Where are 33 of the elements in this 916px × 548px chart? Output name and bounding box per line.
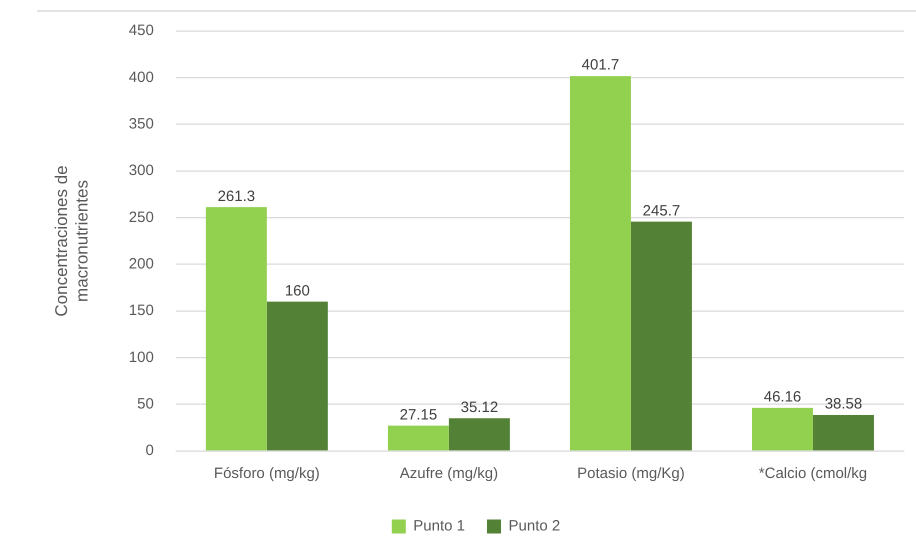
y-tick-label: 150	[128, 302, 154, 320]
x-tick-label: *Calcio (cmol/kg	[758, 465, 868, 482]
bar	[206, 207, 267, 450]
y-tick-label: 450	[128, 22, 154, 40]
data-label: 245.7	[642, 202, 680, 220]
bar	[388, 426, 449, 450]
y-tick-label: 300	[128, 162, 154, 180]
data-label: 261.3	[218, 188, 256, 205]
bar	[752, 408, 813, 450]
data-label: 46.16	[764, 388, 802, 406]
y-tick-label: 0	[145, 442, 154, 460]
y-tick-label: 250	[128, 208, 154, 226]
data-label: 27.15	[400, 406, 438, 424]
x-tick-label: Azufre (mg/kg)	[400, 465, 498, 482]
data-label: 160	[284, 282, 310, 300]
y-tick-label: 100	[128, 348, 154, 366]
y-tick-label: 50	[137, 395, 154, 412]
y-axis-title: Concentraciones de macronutrientes	[52, 165, 92, 317]
data-label: 38.58	[824, 396, 862, 413]
bar	[448, 418, 510, 450]
legend-label: Punto 2	[508, 518, 560, 535]
bar	[266, 302, 328, 450]
bar	[570, 76, 631, 450]
data-label: 401.7	[582, 56, 620, 74]
y-tick-label: 400	[128, 68, 154, 86]
legend-label: Punto 1	[413, 518, 466, 535]
data-label: 35.12	[460, 398, 498, 416]
x-tick-label: Fósforo (mg/kg)	[214, 465, 320, 482]
y-tick-label: 200	[128, 255, 154, 272]
bar	[630, 222, 692, 450]
x-tick-label: Potasio (mg/Kg)	[577, 465, 685, 482]
y-tick-label: 350	[128, 115, 154, 132]
bar	[812, 414, 874, 450]
